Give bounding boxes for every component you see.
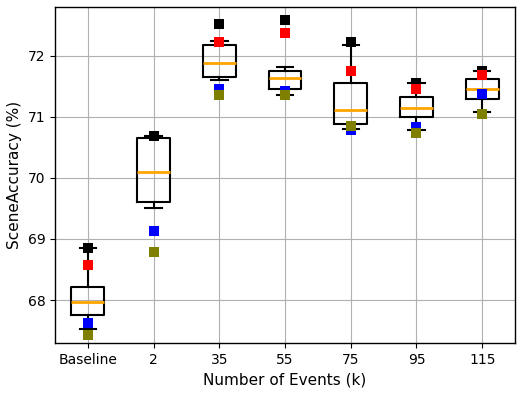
Point: [478, 111, 487, 117]
X-axis label: Number of Events (k): Number of Events (k): [204, 372, 366, 387]
Point: [281, 92, 289, 98]
Point: [412, 86, 421, 93]
Point: [281, 30, 289, 36]
Point: [215, 39, 223, 46]
Point: [281, 87, 289, 94]
Point: [412, 130, 421, 136]
Point: [478, 68, 487, 74]
Point: [149, 133, 158, 139]
Y-axis label: SceneAccuracy (%): SceneAccuracy (%): [7, 101, 22, 249]
Point: [478, 91, 487, 97]
Point: [347, 123, 355, 129]
Point: [215, 86, 223, 93]
Point: [478, 72, 487, 78]
Point: [347, 127, 355, 134]
Point: [412, 124, 421, 130]
Point: [84, 332, 92, 338]
Point: [149, 249, 158, 256]
Point: [215, 92, 223, 98]
Point: [215, 21, 223, 27]
Point: [84, 262, 92, 268]
Point: [347, 68, 355, 74]
Point: [281, 17, 289, 24]
Point: [84, 320, 92, 326]
Point: [412, 80, 421, 86]
Point: [84, 245, 92, 251]
Point: [347, 39, 355, 46]
Point: [149, 228, 158, 234]
